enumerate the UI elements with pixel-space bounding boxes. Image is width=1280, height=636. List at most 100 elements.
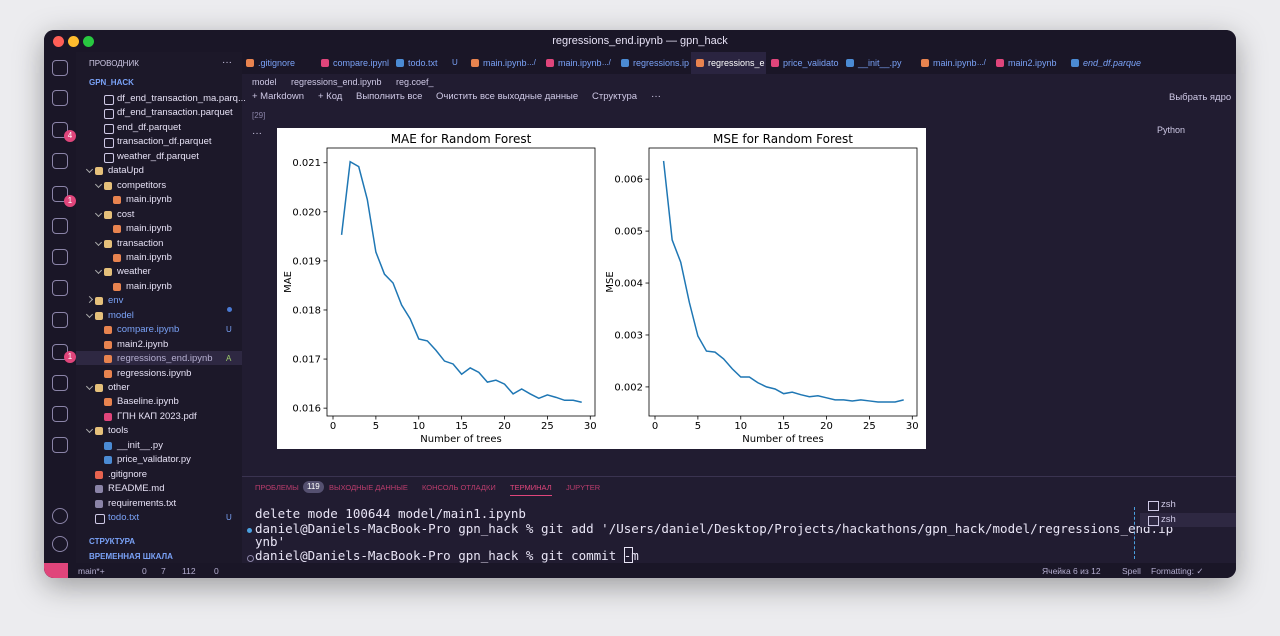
panel-tab[interactable]: JUPYTER bbox=[566, 483, 601, 492]
tab-label[interactable]: todo.txt bbox=[408, 58, 438, 68]
panel-tab[interactable]: ВЫХОДНЫЕ ДАННЫЕ bbox=[329, 483, 408, 492]
zoom-button[interactable] bbox=[83, 36, 94, 47]
tab-label[interactable]: __init__.py bbox=[858, 58, 902, 68]
tree-item[interactable]: main.ipynb bbox=[126, 223, 172, 235]
tree-item[interactable]: end_df.parquet bbox=[117, 121, 181, 133]
tree-item[interactable]: tools bbox=[108, 425, 129, 437]
minimize-button[interactable] bbox=[68, 36, 79, 47]
tree-item[interactable]: other bbox=[108, 382, 130, 393]
status-item[interactable]: Spell bbox=[1122, 566, 1141, 576]
tab-label[interactable]: main.ipynb bbox=[933, 58, 977, 68]
status-item[interactable]: 0 bbox=[142, 566, 147, 576]
activity-icon[interactable] bbox=[52, 249, 68, 265]
shell-icon bbox=[1148, 516, 1159, 526]
toolbar-button[interactable]: Выполнить все bbox=[356, 91, 423, 102]
remote-button[interactable] bbox=[44, 563, 68, 578]
breadcrumb[interactable]: reg.coef_ bbox=[396, 77, 434, 87]
settings-icon[interactable] bbox=[52, 536, 68, 552]
tree-item[interactable]: main.ipynb bbox=[126, 194, 172, 206]
tree-item[interactable]: weather bbox=[117, 266, 151, 278]
activity-icon[interactable] bbox=[52, 312, 68, 328]
sidebar-menu[interactable]: ··· bbox=[222, 57, 232, 68]
terminal-status-dot bbox=[247, 528, 252, 533]
tab-label[interactable]: compare.ipynl bbox=[333, 58, 390, 68]
file-icon bbox=[113, 225, 121, 234]
activity-icon[interactable] bbox=[52, 218, 68, 234]
activity-icon[interactable] bbox=[52, 90, 68, 106]
tree-item[interactable]: regressions_end.ipynb bbox=[117, 353, 213, 365]
file-icon bbox=[104, 268, 112, 277]
tree-item[interactable]: transaction bbox=[117, 237, 164, 249]
tree-item[interactable]: df_end_transaction.parquet bbox=[117, 107, 233, 119]
status-item[interactable]: 0 bbox=[214, 566, 219, 576]
tab-label[interactable]: main.ipynb bbox=[558, 58, 602, 68]
status-item[interactable]: Ячейка 6 из 12 bbox=[1042, 566, 1101, 576]
tree-item[interactable]: regressions.ipynb bbox=[117, 367, 192, 379]
file-icon bbox=[95, 427, 103, 436]
tree-item[interactable]: main.ipynb bbox=[126, 280, 172, 292]
tree-item[interactable]: todo.txt bbox=[108, 512, 140, 524]
file-icon bbox=[113, 196, 121, 205]
close-button[interactable] bbox=[53, 36, 64, 47]
tree-item[interactable]: price_validator.py bbox=[117, 454, 191, 466]
breadcrumb[interactable]: regressions_end.ipynb bbox=[291, 77, 382, 87]
status-item[interactable]: main*+ bbox=[78, 566, 105, 576]
panel-tab[interactable]: КОНСОЛЬ ОТЛАДКИ bbox=[422, 483, 496, 492]
status-item[interactable]: 112 bbox=[182, 566, 196, 576]
status-item[interactable]: 7 bbox=[161, 566, 166, 576]
status-item[interactable]: Formatting: ✓ bbox=[1151, 566, 1204, 576]
tree-item[interactable]: model bbox=[108, 309, 134, 321]
account-icon[interactable] bbox=[52, 508, 68, 524]
tab-label[interactable]: price_validato bbox=[783, 58, 839, 68]
sidebar-section[interactable]: ВРЕМЕННАЯ ШКАЛА bbox=[89, 552, 173, 561]
tree-item[interactable]: requirements.txt bbox=[108, 497, 177, 509]
tab-label[interactable]: end_df.parque bbox=[1083, 58, 1142, 68]
tab-label[interactable]: regressions_e bbox=[708, 58, 765, 68]
tree-item[interactable]: competitors bbox=[117, 179, 167, 191]
file-icon bbox=[104, 398, 112, 407]
shell-name[interactable]: zsh bbox=[1161, 514, 1176, 525]
tree-item[interactable]: cost bbox=[117, 208, 135, 220]
sidebar-section[interactable]: СТРУКТУРА bbox=[89, 537, 136, 546]
kernel-picker[interactable]: Выбрать ядро bbox=[1169, 92, 1232, 103]
tree-item[interactable]: transaction_df.parquet bbox=[117, 136, 212, 148]
activity-icon[interactable] bbox=[52, 406, 68, 422]
tree-item[interactable]: env bbox=[108, 295, 124, 307]
toolbar-menu[interactable]: ··· bbox=[651, 91, 661, 102]
shell-name[interactable]: zsh bbox=[1161, 499, 1176, 510]
panel-tab[interactable]: ТЕРМИНАЛ bbox=[510, 483, 552, 492]
panel-tab[interactable]: ПРОБЛЕМЫ bbox=[255, 483, 299, 492]
tree-item[interactable]: README.md bbox=[108, 483, 165, 495]
root-folder[interactable]: GPN_HACK bbox=[89, 78, 134, 87]
tree-item[interactable]: df_end_transaction_ma.parq... bbox=[117, 93, 246, 104]
window: regressions_end.ipynb — gpn_hack ПРОВОДН… bbox=[44, 30, 1236, 578]
modified-dot bbox=[227, 307, 232, 312]
activity-icon[interactable] bbox=[52, 375, 68, 391]
tree-item[interactable]: .gitignore bbox=[108, 468, 148, 480]
tab-badge: U bbox=[452, 58, 458, 67]
toolbar-button[interactable]: + Markdown bbox=[252, 91, 305, 102]
cell-menu[interactable]: ··· bbox=[252, 128, 262, 139]
tree-item[interactable]: main.ipynb bbox=[126, 251, 172, 263]
tree-item[interactable]: weather_df.parquet bbox=[117, 150, 199, 162]
toolbar-button[interactable]: Очистить все выходные данные bbox=[436, 91, 579, 102]
tree-item[interactable]: Baseline.ipynb bbox=[117, 396, 179, 408]
toolbar-button[interactable]: + Код bbox=[318, 91, 343, 102]
activity-icon[interactable] bbox=[52, 437, 68, 453]
tab-label[interactable]: regressions.ip bbox=[633, 58, 690, 68]
tree-item[interactable]: ГПН КАП 2023.pdf bbox=[117, 410, 197, 422]
breadcrumb[interactable]: model bbox=[252, 77, 277, 87]
activity-icon[interactable] bbox=[52, 186, 68, 202]
activity-icon[interactable] bbox=[52, 280, 68, 296]
tree-item[interactable]: main2.ipynb bbox=[117, 338, 169, 350]
file-icon bbox=[104, 239, 112, 248]
activity-icon[interactable] bbox=[52, 153, 68, 169]
tab-label[interactable]: .gitignore bbox=[258, 58, 296, 68]
tab-label[interactable]: main2.ipynb bbox=[1008, 58, 1057, 68]
toolbar-button[interactable]: Структура bbox=[592, 91, 638, 102]
tree-item[interactable]: compare.ipynb bbox=[117, 324, 180, 336]
tree-item[interactable]: dataUpd bbox=[108, 165, 144, 177]
tree-item[interactable]: __init__.py bbox=[117, 439, 163, 451]
activity-icon[interactable] bbox=[52, 60, 68, 76]
tab-label[interactable]: main.ipynb bbox=[483, 58, 527, 68]
